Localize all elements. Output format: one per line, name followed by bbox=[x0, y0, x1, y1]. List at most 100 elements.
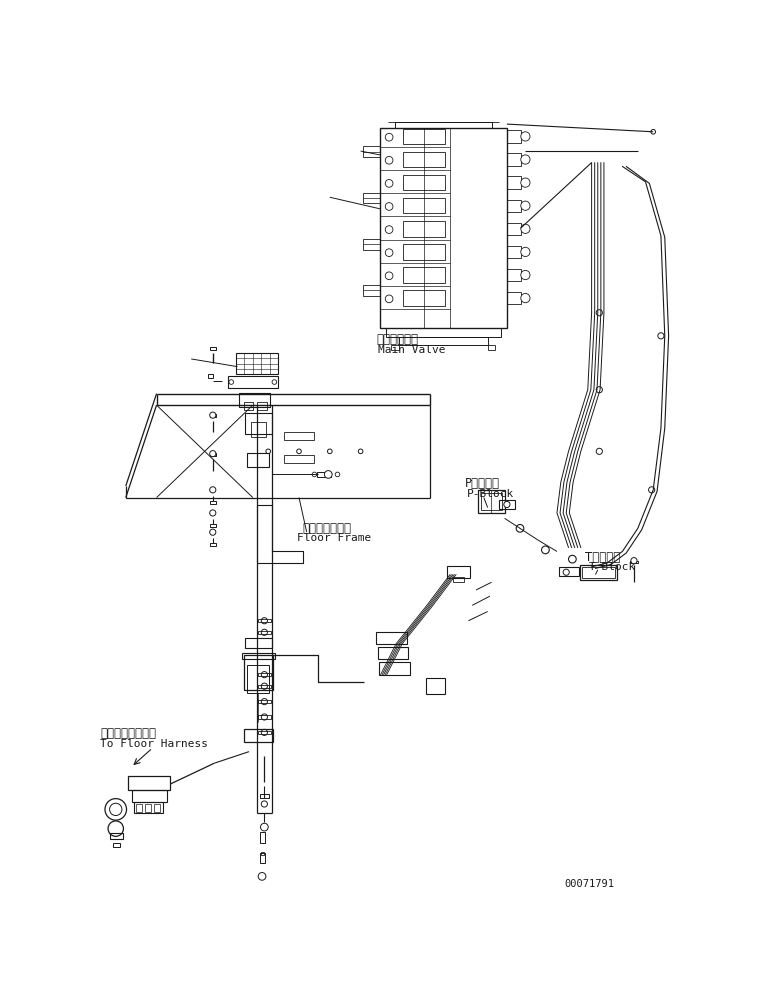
Bar bbox=[260, 853, 265, 864]
Bar bbox=[580, 564, 617, 580]
Bar bbox=[403, 152, 446, 167]
Circle shape bbox=[521, 224, 530, 233]
Bar bbox=[136, 804, 142, 812]
Bar bbox=[247, 664, 269, 693]
Circle shape bbox=[596, 387, 602, 393]
Circle shape bbox=[385, 202, 393, 210]
Circle shape bbox=[260, 824, 268, 831]
Circle shape bbox=[328, 449, 332, 454]
Bar bbox=[236, 353, 278, 375]
Bar bbox=[284, 455, 315, 463]
Bar bbox=[403, 175, 446, 190]
Text: To Floor Harness: To Floor Harness bbox=[100, 738, 208, 748]
Bar bbox=[507, 176, 521, 188]
Bar bbox=[507, 153, 521, 165]
Circle shape bbox=[261, 729, 267, 735]
Circle shape bbox=[649, 487, 655, 493]
Circle shape bbox=[325, 471, 332, 478]
Bar bbox=[582, 567, 615, 577]
Bar bbox=[258, 684, 270, 687]
Circle shape bbox=[596, 448, 602, 455]
Bar bbox=[245, 638, 272, 647]
Bar bbox=[210, 543, 216, 546]
Text: Floor Frame: Floor Frame bbox=[298, 533, 372, 543]
Bar bbox=[261, 852, 264, 855]
Bar bbox=[386, 328, 501, 338]
Text: フロアフレーム: フロアフレーム bbox=[303, 522, 352, 535]
Text: Main Valve: Main Valve bbox=[377, 345, 445, 355]
Circle shape bbox=[266, 449, 270, 454]
Circle shape bbox=[521, 201, 530, 210]
Bar bbox=[317, 472, 331, 477]
Bar bbox=[363, 285, 380, 296]
Circle shape bbox=[385, 225, 393, 233]
Circle shape bbox=[261, 713, 267, 720]
Circle shape bbox=[210, 451, 216, 457]
Bar bbox=[363, 192, 380, 203]
Circle shape bbox=[210, 412, 216, 418]
Bar bbox=[210, 415, 216, 418]
Bar bbox=[258, 630, 270, 634]
Text: メインバルブ: メインバルブ bbox=[376, 334, 418, 346]
Circle shape bbox=[658, 333, 664, 339]
Bar bbox=[630, 561, 638, 563]
Circle shape bbox=[385, 156, 393, 164]
Circle shape bbox=[651, 129, 656, 134]
Bar bbox=[403, 221, 446, 236]
Circle shape bbox=[312, 472, 317, 477]
Circle shape bbox=[569, 555, 576, 563]
Text: Tブロック: Tブロック bbox=[585, 551, 621, 564]
Bar bbox=[559, 567, 578, 576]
Bar bbox=[507, 199, 521, 211]
Circle shape bbox=[272, 380, 277, 385]
Text: Pブロック: Pブロック bbox=[464, 477, 500, 490]
Circle shape bbox=[297, 449, 301, 454]
Bar bbox=[426, 678, 446, 694]
Circle shape bbox=[596, 310, 602, 316]
Bar bbox=[284, 432, 315, 440]
Bar bbox=[258, 715, 270, 718]
Circle shape bbox=[229, 380, 233, 385]
Circle shape bbox=[261, 801, 267, 807]
Text: T-Block: T-Block bbox=[588, 562, 636, 572]
Bar bbox=[210, 501, 216, 504]
Bar bbox=[363, 238, 380, 249]
Bar bbox=[239, 393, 270, 407]
Circle shape bbox=[385, 179, 393, 187]
Circle shape bbox=[105, 799, 126, 821]
Bar bbox=[507, 245, 521, 259]
Bar bbox=[243, 402, 253, 410]
Bar bbox=[403, 244, 446, 260]
Circle shape bbox=[504, 501, 510, 508]
Bar bbox=[453, 577, 463, 582]
Text: P-Block: P-Block bbox=[467, 489, 514, 499]
Circle shape bbox=[521, 294, 530, 303]
Circle shape bbox=[210, 529, 216, 535]
Circle shape bbox=[385, 272, 393, 280]
Bar bbox=[399, 338, 487, 345]
Circle shape bbox=[631, 557, 637, 564]
Bar bbox=[243, 655, 273, 690]
Circle shape bbox=[542, 546, 549, 554]
Circle shape bbox=[521, 132, 530, 141]
Circle shape bbox=[210, 487, 216, 493]
Bar bbox=[258, 700, 270, 703]
Bar bbox=[109, 834, 123, 840]
Bar bbox=[242, 653, 275, 659]
Bar bbox=[477, 490, 505, 513]
Circle shape bbox=[109, 804, 122, 816]
Circle shape bbox=[261, 683, 267, 689]
Circle shape bbox=[336, 472, 339, 477]
Bar bbox=[134, 802, 164, 814]
Circle shape bbox=[385, 248, 393, 257]
Bar bbox=[208, 374, 213, 378]
Bar bbox=[210, 347, 216, 350]
Circle shape bbox=[521, 178, 530, 187]
Bar bbox=[258, 730, 270, 733]
Bar bbox=[403, 268, 446, 283]
Bar bbox=[154, 804, 160, 812]
Bar bbox=[507, 269, 521, 282]
Bar bbox=[403, 128, 446, 144]
Circle shape bbox=[516, 524, 524, 532]
Bar bbox=[260, 794, 269, 798]
